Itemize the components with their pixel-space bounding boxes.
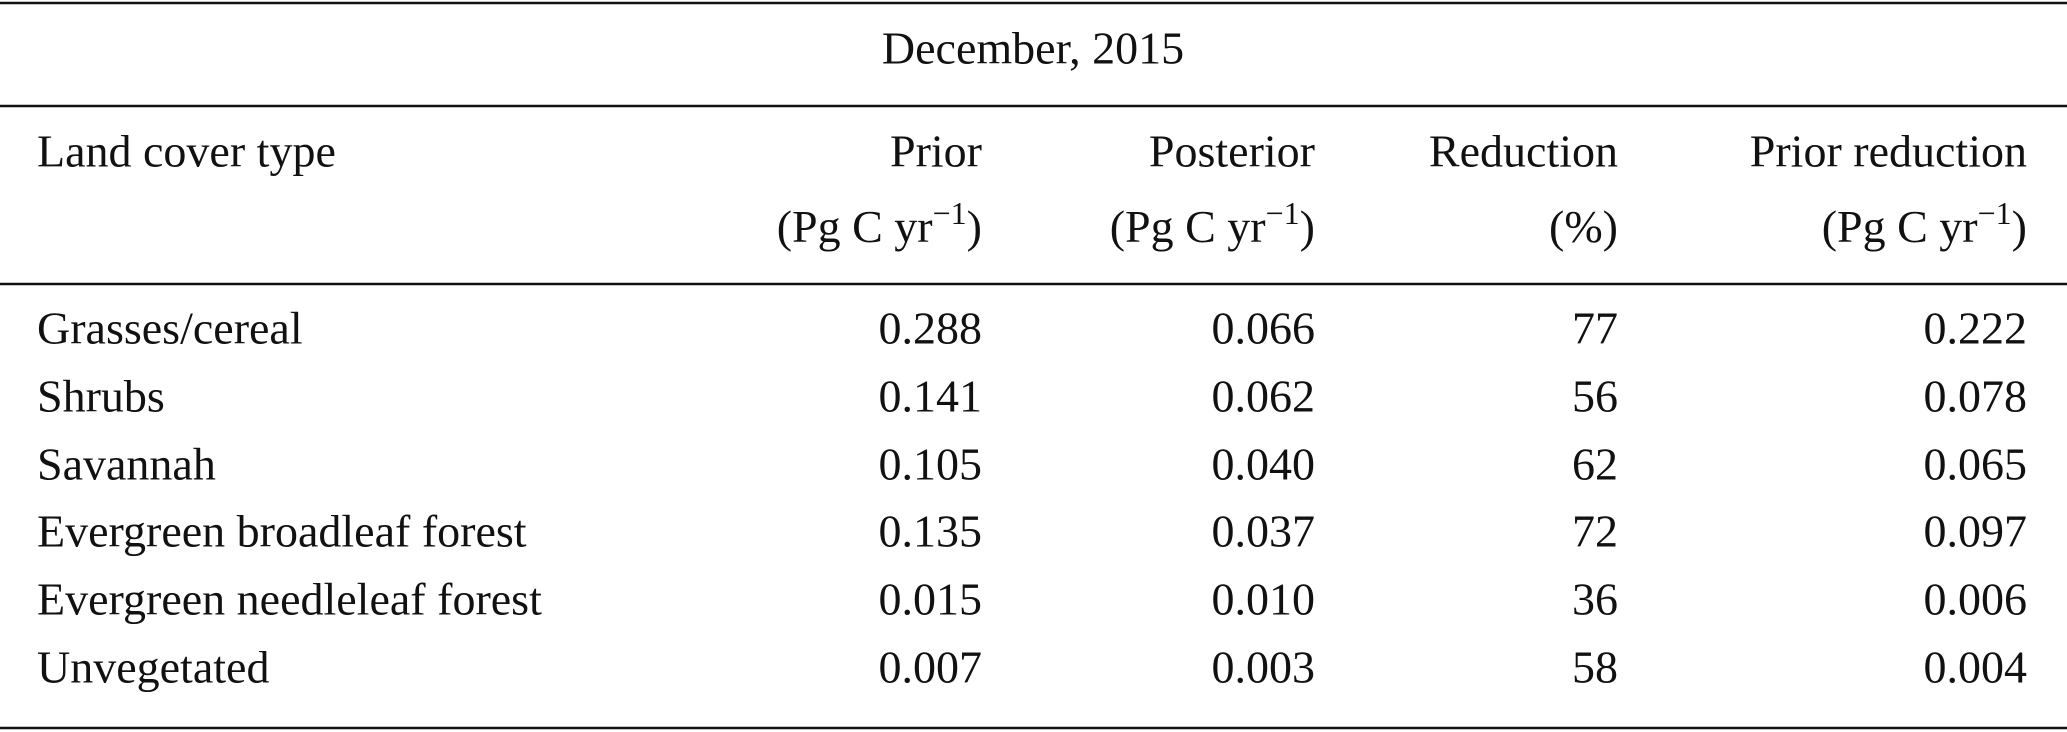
unit-text: ) [2012, 201, 2027, 252]
column-header: Prior reduction [1750, 126, 2027, 177]
cell-value: 0.066 [1212, 303, 1316, 354]
column-header: Reduction [1429, 126, 1618, 177]
cell-value: 0.004 [1924, 642, 2028, 693]
cell-value: 36 [1572, 574, 1618, 625]
row-label: Unvegetated [37, 642, 269, 693]
cell-value: 0.065 [1924, 439, 2028, 490]
column-unit: (Pg C yr−1) [1110, 195, 1315, 251]
cell-value: 0.015 [879, 574, 983, 625]
column-header: Prior [890, 126, 982, 177]
column-unit: (Pg C yr−1) [1822, 195, 2027, 251]
unit-superscript: −1 [1266, 195, 1300, 231]
row-label: Evergreen needleleaf forest [37, 574, 542, 625]
cell-value: 0.105 [879, 439, 983, 490]
column-unit: (Pg C yr−1) [777, 195, 982, 251]
cell-value: 0.135 [879, 506, 983, 557]
unit-text: (Pg C yr [1822, 201, 1978, 252]
cell-value: 56 [1572, 371, 1618, 422]
row-label: Grasses/cereal [37, 303, 303, 354]
column-header: Land cover type [37, 126, 336, 177]
unit-text: (Pg C yr [777, 201, 933, 252]
column-header: Posterior [1149, 126, 1315, 177]
cell-value: 0.007 [879, 642, 983, 693]
unit-text: ) [967, 201, 982, 252]
row-label: Evergreen broadleaf forest [37, 506, 527, 557]
cell-value: 0.003 [1212, 642, 1316, 693]
cell-value: 77 [1572, 303, 1618, 354]
unit-text: ) [1300, 201, 1315, 252]
cell-value: 72 [1572, 506, 1618, 557]
cell-value: 0.006 [1924, 574, 2028, 625]
unit-superscript: −1 [1978, 195, 2012, 231]
row-label: Shrubs [37, 371, 165, 422]
cell-value: 0.288 [879, 303, 983, 354]
cell-value: 0.097 [1924, 506, 2028, 557]
cell-value: 0.040 [1212, 439, 1316, 490]
unit-text: (%) [1549, 201, 1618, 252]
unit-text: (Pg C yr [1110, 201, 1266, 252]
row-label: Savannah [37, 439, 216, 490]
table-title: December, 2015 [882, 23, 1184, 74]
cell-value: 0.062 [1212, 371, 1316, 422]
cell-value: 0.010 [1212, 574, 1316, 625]
cell-value: 0.078 [1924, 371, 2028, 422]
cell-value: 0.222 [1924, 303, 2028, 354]
column-unit: (%) [1549, 201, 1618, 252]
cell-value: 58 [1572, 642, 1618, 693]
cell-value: 62 [1572, 439, 1618, 490]
cell-value: 0.141 [879, 371, 983, 422]
unit-superscript: −1 [933, 195, 967, 231]
cell-value: 0.037 [1212, 506, 1316, 557]
